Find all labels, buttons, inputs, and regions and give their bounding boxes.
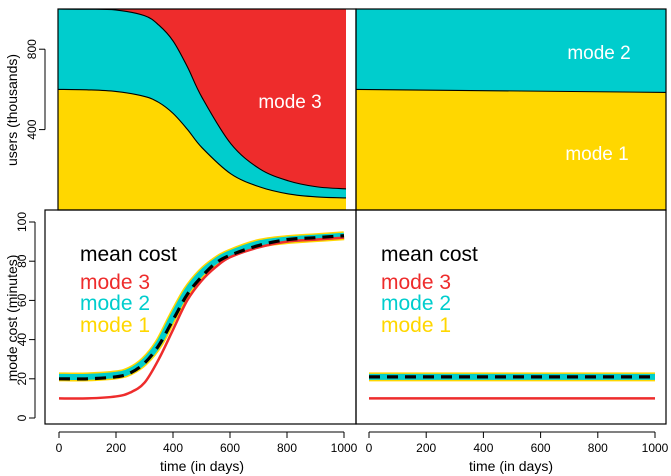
annotation-mode-1: mode 1 — [565, 144, 628, 165]
x-tick-label: 400 — [473, 441, 493, 455]
area-boundary — [356, 88, 666, 93]
x-tick-label: 800 — [277, 441, 297, 455]
y-tick-label: 80 — [15, 254, 29, 268]
panel-top-right-areas — [356, 9, 666, 210]
x-tick-label: 0 — [56, 441, 63, 455]
x-tick-label: 400 — [163, 441, 183, 455]
line-mode-3 — [58, 236, 345, 400]
y-tick-label: 0 — [15, 414, 29, 421]
area-mode-2 — [356, 9, 666, 93]
panel-frame-bottom-right — [355, 209, 667, 425]
panel-bottom-left-lines — [58, 231, 345, 400]
area-mode-1 — [356, 89, 666, 210]
x-tick-label: 600 — [220, 441, 240, 455]
x-tick-label: 800 — [588, 441, 608, 455]
y-tick-label: 100 — [15, 212, 29, 232]
x-tick-label: 200 — [106, 441, 126, 455]
x-tick-label: 200 — [416, 441, 436, 455]
x-tick-label: 1000 — [642, 441, 669, 455]
y-axis-bottom-left: 0 20 40 60 80 100 — [15, 212, 36, 421]
x-axis-bottom-left: 0 200 400 600 800 1000 — [56, 431, 358, 455]
y-tick-label: 20 — [15, 372, 29, 386]
panel-bottom-right-lines — [369, 372, 655, 400]
y-tick-label: 40 — [15, 333, 29, 347]
legend-mode-3: mode 3 — [80, 271, 150, 294]
legend-mode-1: mode 1 — [80, 314, 150, 337]
area-mode-1 — [58, 89, 346, 210]
x-tick-label: 0 — [366, 441, 373, 455]
area-mode-3 — [58, 9, 346, 189]
y-tick-label: 800 — [25, 39, 39, 59]
annotation-mode-3: mode 3 — [258, 92, 321, 113]
x-axis-label-bottom-left: time (in days) — [160, 458, 244, 474]
legend-mode-2: mode 2 — [80, 292, 150, 315]
x-tick-label: 1000 — [331, 441, 358, 455]
x-axis-bottom-right: 0 200 400 600 800 1000 — [366, 431, 669, 455]
y-tick-label: 400 — [25, 119, 39, 139]
legend-mean-cost: mean cost — [80, 243, 177, 266]
area-mode-2 — [58, 9, 346, 198]
panel-top-right-boundaries — [356, 9, 666, 93]
annotation-mode-2: mode 2 — [567, 43, 630, 64]
area-boundary — [58, 9, 347, 190]
y-axis-label-bottom: mode cost (minutes) — [4, 255, 20, 382]
area-boundary — [58, 88, 347, 199]
panel-top-left-boundaries — [58, 9, 347, 199]
legend-mean-cost: mean cost — [381, 243, 478, 266]
panel-top-left-areas — [58, 9, 346, 210]
x-axis-label-bottom-right: time (in days) — [469, 458, 553, 474]
x-tick-label: 600 — [531, 441, 551, 455]
line-mean-cost — [58, 234, 345, 381]
y-tick-label: 60 — [15, 293, 29, 307]
legend-mode-1: mode 1 — [381, 314, 451, 337]
y-axis-top-left: 400 800 — [25, 39, 46, 140]
y-axis-label-top: users (thousands) — [4, 54, 20, 166]
legend-mode-2: mode 2 — [381, 292, 451, 315]
legend-mode-3: mode 3 — [381, 271, 451, 294]
